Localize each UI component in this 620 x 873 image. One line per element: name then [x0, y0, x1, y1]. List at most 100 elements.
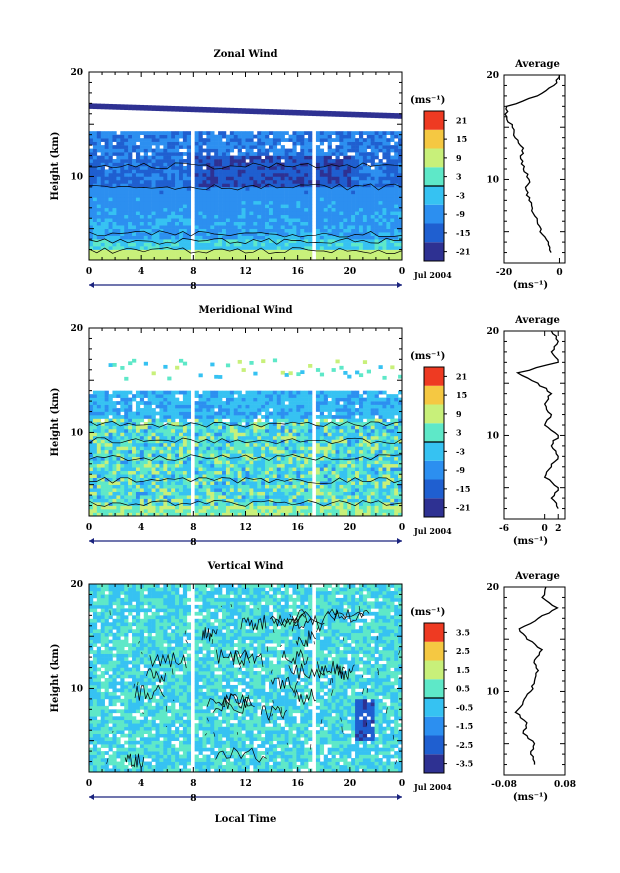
heatmap-cell [104, 211, 109, 216]
heatmap-cell [112, 249, 117, 254]
heatmap-cell [358, 509, 364, 513]
heatmap-cell [308, 449, 313, 454]
heatmap-cell [300, 176, 305, 181]
jet-cell [312, 110, 317, 117]
heatmap-cell [257, 502, 262, 506]
heatmap-cell [163, 474, 168, 478]
heatmap-cell [175, 214, 180, 219]
heatmap-cell [159, 152, 164, 156]
heatmap-cell [89, 505, 94, 510]
heatmap-cell [89, 239, 94, 243]
heatmap-cell [276, 249, 282, 254]
heatmap-cell [104, 134, 109, 139]
heatmap-cell [124, 172, 129, 177]
heatmap-cell [335, 155, 340, 160]
heatmap-cell [355, 505, 360, 510]
heatmap-cell [206, 186, 211, 191]
heatmap-cell [370, 253, 375, 257]
heatmap-cell [304, 509, 309, 513]
heatmap-cell [139, 495, 145, 499]
heatmap-cell [132, 456, 137, 461]
heatmap-cell [272, 186, 278, 191]
heatmap-cell [390, 186, 395, 191]
heatmap-cell [374, 221, 379, 226]
heatmap-cell [182, 488, 188, 492]
heatmap-cell [237, 495, 242, 499]
heatmap-cell [378, 211, 383, 216]
heatmap-cell [124, 193, 129, 198]
heatmap-cell [202, 159, 207, 163]
heatmap-cell [335, 253, 340, 257]
heatmap-cell [327, 449, 332, 454]
heatmap-cell [222, 235, 227, 240]
heatmap-cell [89, 253, 94, 257]
heatmap-cell [335, 145, 340, 149]
heatmap-cell [96, 183, 102, 188]
heatmap-cell [198, 228, 203, 233]
heatmap-cell [147, 179, 152, 184]
heatmap-cell [339, 449, 344, 454]
heatmap-cell [276, 509, 282, 513]
heatmap-cell [339, 484, 344, 489]
heatmap-cell [257, 193, 262, 198]
heatmap-cell [222, 207, 227, 212]
heatmap-cell [386, 211, 391, 216]
heatmap-cell [300, 505, 305, 510]
heatmap-cell [323, 176, 328, 181]
heatmap-cell [225, 228, 231, 233]
heatmap-cell [327, 169, 332, 174]
heatmap-cell [398, 467, 403, 472]
heatmap-cell [323, 467, 328, 472]
heatmap-cell [218, 446, 223, 451]
heatmap-cell [233, 467, 238, 472]
heatmap-cell [143, 159, 148, 163]
heatmap-cell [319, 166, 325, 170]
heatmap-cell [198, 474, 203, 478]
colorbar-label: -3 [456, 190, 465, 200]
heatmap-cell [382, 193, 387, 198]
heatmap-cell [202, 505, 207, 510]
heatmap-cell [366, 432, 371, 437]
heatmap-cell [362, 131, 368, 135]
heatmap-cell [241, 442, 246, 447]
heatmap-cell [182, 145, 188, 149]
heatmap-cell [398, 512, 403, 517]
heatmap-cell [194, 134, 199, 139]
heatmap-cell [229, 169, 235, 174]
heatmap-cell [382, 509, 387, 513]
heatmap-cell [214, 502, 219, 506]
heatmap-cell [319, 488, 325, 492]
heatmap-cell [374, 211, 379, 216]
heatmap-cell [194, 474, 199, 478]
heatmap-cell [292, 509, 297, 513]
heatmap-cell [139, 159, 145, 163]
heatmap-cell [327, 172, 332, 177]
heatmap-cell [108, 235, 113, 240]
heatmap-cell [386, 509, 391, 513]
heatmap-cell [366, 481, 371, 485]
heatmap-cell [194, 249, 199, 254]
heatmap-cell [300, 484, 305, 489]
heatmap-cell [308, 256, 313, 261]
heatmap-cell [222, 428, 227, 433]
heatmap-cell [374, 481, 379, 485]
heatmap-cell [135, 186, 141, 191]
heatmap-cell [92, 432, 98, 437]
heatmap-cell [202, 200, 207, 205]
heatmap-cell [206, 498, 211, 503]
heatmap-cell [167, 228, 172, 233]
heatmap-cell [100, 228, 105, 233]
heatmap-cell [222, 218, 227, 222]
heatmap-cell [351, 439, 356, 444]
heatmap-cell [374, 488, 379, 492]
heatmap-cell [233, 439, 238, 444]
heatmap-cell [151, 256, 156, 261]
heatmap-cell [92, 495, 98, 499]
heatmap-cell [394, 169, 399, 174]
heatmap-cell [390, 131, 395, 135]
heatmap-cell [147, 141, 152, 146]
heatmap-cell [143, 477, 148, 482]
heatmap-cell [315, 200, 321, 205]
heatmap-cell [116, 166, 121, 170]
heatmap-cell [245, 460, 250, 465]
